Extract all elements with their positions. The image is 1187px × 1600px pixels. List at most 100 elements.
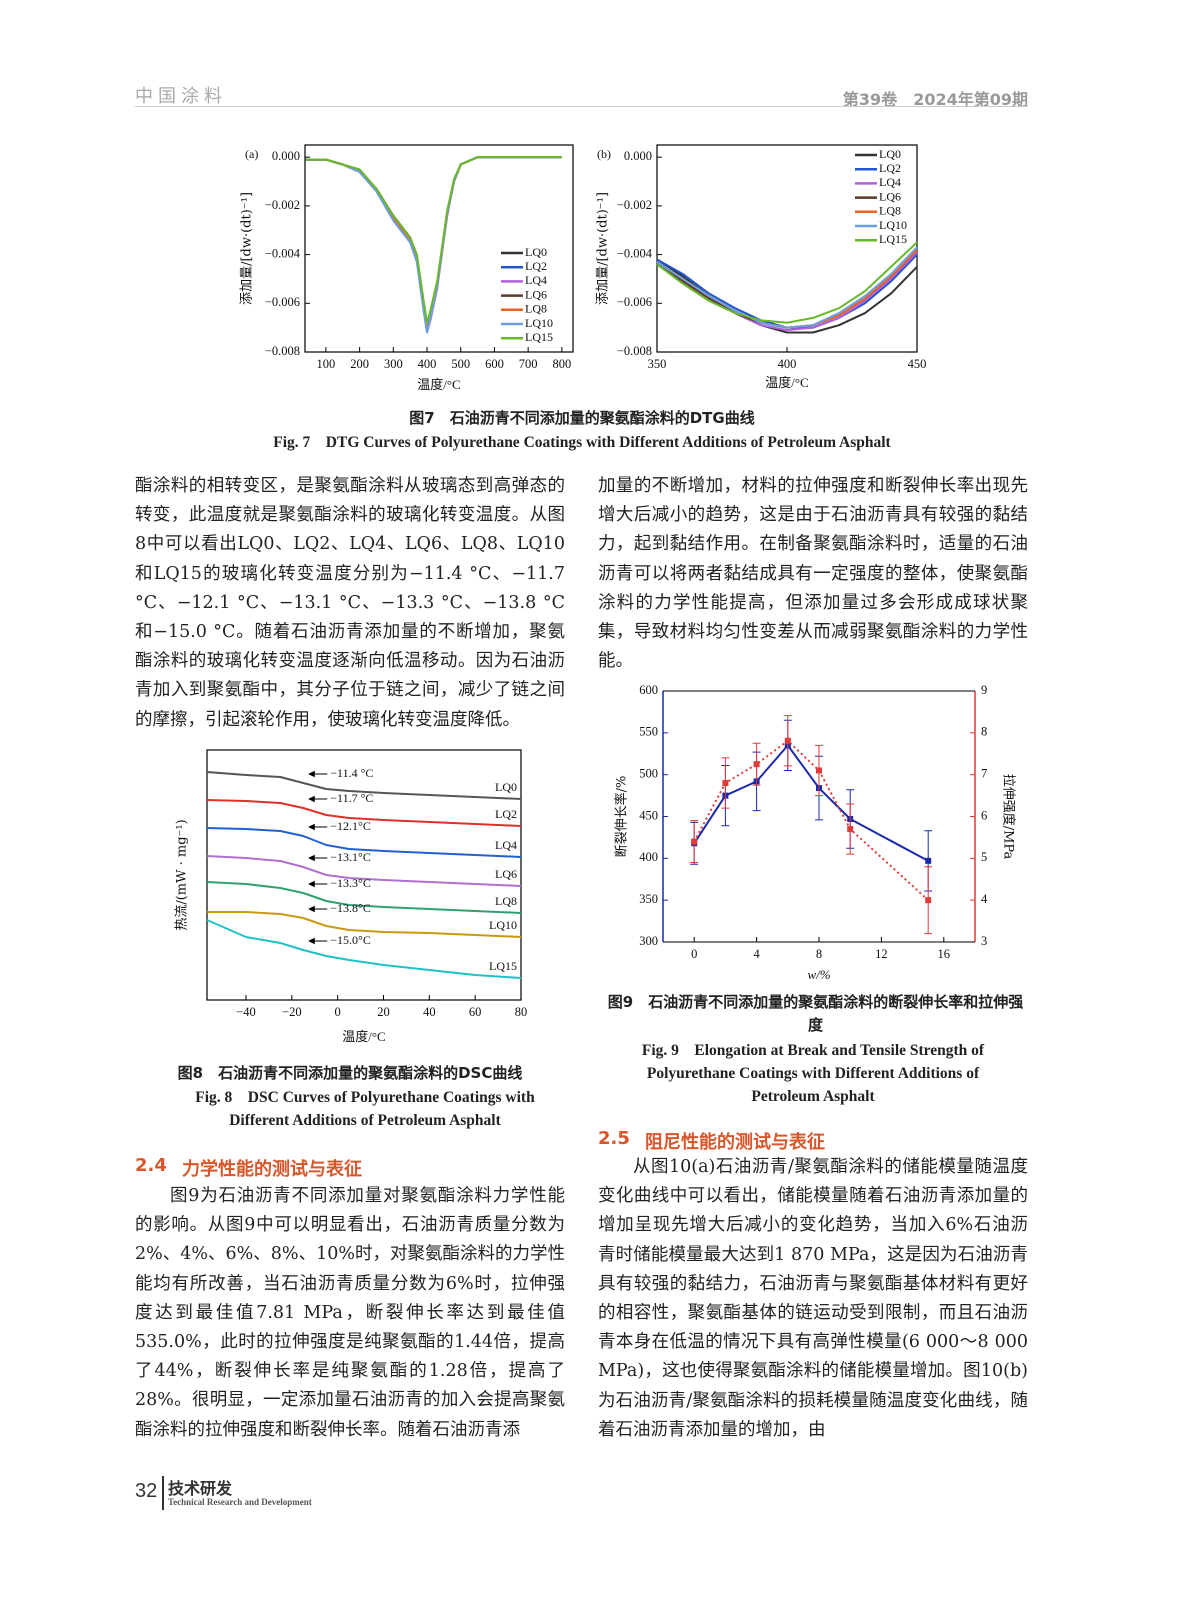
legend-label: LQ8 (525, 302, 547, 316)
plot-frame (656, 144, 918, 353)
data-point (925, 857, 932, 864)
panel-label: (b) (597, 147, 611, 161)
y-tick-label: 300 (639, 934, 658, 948)
caption-en: Fig. 7 DTG Curves of Polyurethane Coatin… (273, 434, 891, 451)
caption-cn: 图7 石油沥青不同添加量的聚氨酯涂料的DTG曲线 (409, 409, 755, 427)
legend-label: LQ2 (879, 161, 901, 175)
legend-label: LQ2 (525, 259, 547, 273)
data-line (693, 744, 929, 862)
data-point (691, 838, 698, 845)
figure-9: 0 4 8 12 16 300 350 400 450 500 550 600 3 4 5 6 7 8 9 w/% 断裂… (614, 683, 1017, 980)
y2-axis-label: 拉伸强度/MPa (1001, 774, 1017, 860)
data-line (206, 919, 522, 979)
section-title: 力学性能的测试与表征 (182, 1159, 362, 1180)
series-label: LQ2 (495, 807, 517, 821)
annotation-arrow (308, 937, 328, 945)
x-tick-label: 40 (423, 1005, 436, 1019)
legend-label: LQ4 (879, 175, 901, 189)
y2-tick-label: 9 (981, 683, 987, 697)
y-tick-label: −0.004 (617, 246, 653, 260)
x-axis-label: 温度/°C (765, 375, 808, 390)
x-tick-label: 400 (778, 357, 797, 371)
legend-label: LQ10 (525, 316, 553, 330)
x-tick-label: 600 (485, 357, 504, 371)
x-tick-label: 500 (451, 357, 470, 371)
series-label: LQ15 (489, 959, 517, 973)
annotation: −13.8°C (330, 901, 371, 915)
legend-label: LQ15 (525, 330, 553, 344)
data-line (693, 739, 929, 901)
data-line (656, 251, 918, 332)
annotation-arrow (308, 770, 328, 778)
data-line (206, 799, 522, 827)
legend-label: LQ6 (879, 189, 901, 203)
annotation: −12.1°C (330, 819, 371, 833)
y-tick-label: 0.000 (624, 149, 652, 163)
footer-bar (162, 1476, 164, 1510)
footer-section: 技术研发 (168, 1479, 233, 1498)
y-tick-label: 500 (639, 767, 658, 781)
data-point (753, 761, 760, 768)
y-axis-label: 添加量/[dw·(dt)⁻¹] (240, 192, 255, 305)
legend-label: LQ15 (879, 232, 907, 246)
section-number: 2.5 (598, 1128, 630, 1149)
y-tick-label: 450 (639, 808, 658, 822)
annotation: −13.3°C (330, 876, 371, 890)
annotation-arrow (308, 795, 328, 803)
annotation: −13.1°C (330, 850, 371, 864)
data-line (305, 156, 562, 334)
x-tick-label: 350 (648, 357, 667, 371)
data-line (207, 911, 522, 938)
y-tick-label: −0.002 (617, 198, 652, 212)
panel-label: (a) (245, 147, 258, 161)
annotation: −11.7 °C (330, 791, 373, 805)
x-tick-label: 16 (938, 947, 951, 961)
x-tick-label: 450 (908, 357, 927, 371)
annotation: −11.4 °C (330, 766, 373, 780)
data-line (206, 827, 522, 858)
x-tick-label: 400 (418, 357, 437, 371)
y2-tick-label: 4 (981, 892, 988, 906)
section-title: 阻尼性能的测试与表征 (645, 1132, 825, 1153)
y-tick-label: 350 (639, 892, 658, 906)
y-axis-label: 添加量/[dw·(dt)⁻¹] (596, 192, 611, 305)
caption-cn: 图8 石油沥青不同添加量的聚氨酯涂料的DSC曲线 (177, 1064, 523, 1082)
x-axis-label: 温度/°C (417, 377, 460, 392)
x-tick-label: 100 (317, 357, 336, 371)
annotation-arrow (308, 905, 328, 913)
y-axis-label: 热流/(mW · mg⁻¹) (175, 819, 190, 930)
figure-8: −40 −20 0 20 40 60 80 温度/°C 热流/(mW · mg⁻¹) LQ0 −11… (175, 749, 528, 1044)
series-label: LQ0 (495, 780, 517, 794)
series-label: LQ10 (489, 918, 517, 932)
x-axis-label: 温度/°C (342, 1029, 385, 1044)
y-axis-label: 断裂伸长率/% (614, 776, 630, 858)
x-tick-label: 8 (816, 947, 822, 961)
data-line (656, 258, 918, 334)
y2-tick-label: 5 (981, 850, 987, 864)
annotation: −15.0°C (330, 933, 371, 947)
y-tick-label: −0.008 (265, 344, 300, 358)
y-tick-label: 0.000 (272, 149, 300, 163)
data-line (206, 881, 522, 914)
issue: 第39卷 2024年第09期 (842, 90, 1028, 109)
data-point (847, 826, 854, 833)
x-tick-label: 12 (875, 947, 888, 961)
data-line (206, 771, 522, 800)
x-tick-label: 20 (377, 1005, 390, 1019)
x-tick-label: 80 (515, 1005, 528, 1019)
annotation-arrow (308, 854, 328, 862)
paragraph: 从图10(a)石油沥青/聚氨酯涂料的储能模量随温度变化曲线中可以看出，储能模量随… (598, 1157, 1028, 1440)
y-tick-label: 550 (639, 725, 658, 739)
data-point (925, 897, 932, 904)
caption-en: Fig. 8 DSC Curves of Polyurethane Coatin… (195, 1089, 535, 1129)
paragraph: 加量的不断增加，材料的拉伸强度和断裂伸长率出现先增大后减小的趋势，这是由于石油沥… (598, 476, 1028, 672)
x-axis-label: w/% (807, 967, 830, 980)
legend-label: LQ0 (525, 245, 547, 259)
legend-label: LQ6 (525, 287, 547, 301)
data-line (305, 156, 562, 324)
paragraph: 酯涂料的相转变区，是聚氨酯涂料从玻璃态到高弹态的转变，此温度就是聚氨酯涂料的玻璃… (135, 476, 565, 730)
legend-label: LQ0 (879, 147, 901, 161)
x-tick-label: 4 (753, 947, 760, 961)
plot-frame (304, 144, 574, 353)
page-number: 32 (135, 1480, 158, 1502)
